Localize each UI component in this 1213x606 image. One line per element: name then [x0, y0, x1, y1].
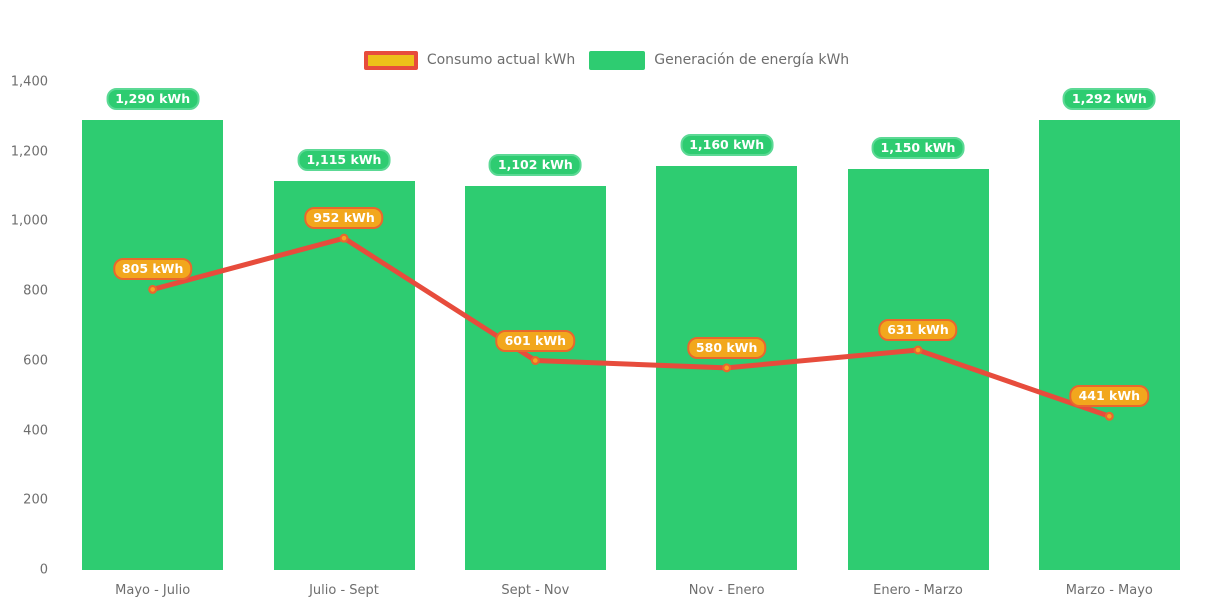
- bar-value-badge: 1,102 kWh: [488, 153, 582, 176]
- line-point[interactable]: [913, 345, 923, 355]
- y-axis-tick-label: 1,000: [10, 213, 48, 229]
- bar-value-badge: 1,160 kWh: [680, 133, 774, 156]
- y-axis-tick-label: 0: [39, 562, 48, 578]
- bar-value-badge: 1,150 kWh: [871, 137, 965, 160]
- legend-swatch-generacion: [589, 51, 646, 70]
- bar-value-badge: 1,115 kWh: [297, 149, 391, 172]
- line-value-badge: 580 kWh: [686, 336, 767, 359]
- generation-bar[interactable]: [1038, 119, 1180, 570]
- legend-label-generacion: Generación de energía kWh: [654, 52, 850, 68]
- y-axis-tick-label: 1,200: [10, 144, 48, 160]
- line-value-badge: 441 kWh: [1069, 385, 1150, 408]
- consumption-line: [150, 235, 1112, 419]
- legend-item-generacion[interactable]: Generación de energía kWh: [589, 51, 849, 70]
- line-point[interactable]: [1104, 411, 1114, 421]
- y-axis-tick-label: 800: [23, 283, 48, 299]
- line-point[interactable]: [722, 363, 732, 373]
- legend-item-consumo[interactable]: Consumo actual kWh: [363, 51, 576, 70]
- line-value-badge: 805 kWh: [112, 258, 193, 281]
- line-value-badge: 601 kWh: [495, 329, 576, 352]
- x-axis-label: Enero - Marzo: [873, 583, 963, 598]
- generation-bar[interactable]: [847, 169, 989, 570]
- line-value-badge: 952 kWh: [304, 207, 384, 230]
- line-point[interactable]: [339, 233, 349, 243]
- x-axis-label: Sept - Nov: [501, 583, 570, 598]
- line-point[interactable]: [530, 356, 540, 366]
- generation-bar[interactable]: [82, 120, 224, 570]
- x-axis-label: Nov - Enero: [688, 583, 765, 598]
- line-point[interactable]: [148, 284, 158, 294]
- bar-value-badge: 1,292 kWh: [1062, 87, 1156, 110]
- line-value-badge: 631 kWh: [878, 319, 958, 342]
- x-axis-label: Marzo - Mayo: [1065, 583, 1153, 598]
- y-axis-tick-label: 1,400: [10, 74, 48, 90]
- generation-bar[interactable]: [464, 185, 606, 570]
- y-axis-tick-label: 400: [23, 423, 48, 439]
- generation-bar[interactable]: [273, 181, 415, 570]
- y-axis-tick-label: 600: [23, 353, 48, 369]
- x-axis-label: Julio - Sept: [309, 583, 379, 598]
- x-axis-label: Mayo - Julio: [115, 583, 191, 598]
- legend-label-consumo: Consumo actual kWh: [426, 52, 576, 68]
- y-axis-tick-label: 200: [23, 492, 48, 508]
- legend: Consumo actual kWh Generación de energía…: [0, 51, 1213, 70]
- bar-value-badge: 1,290 kWh: [106, 88, 200, 111]
- legend-swatch-consumo: [363, 51, 418, 70]
